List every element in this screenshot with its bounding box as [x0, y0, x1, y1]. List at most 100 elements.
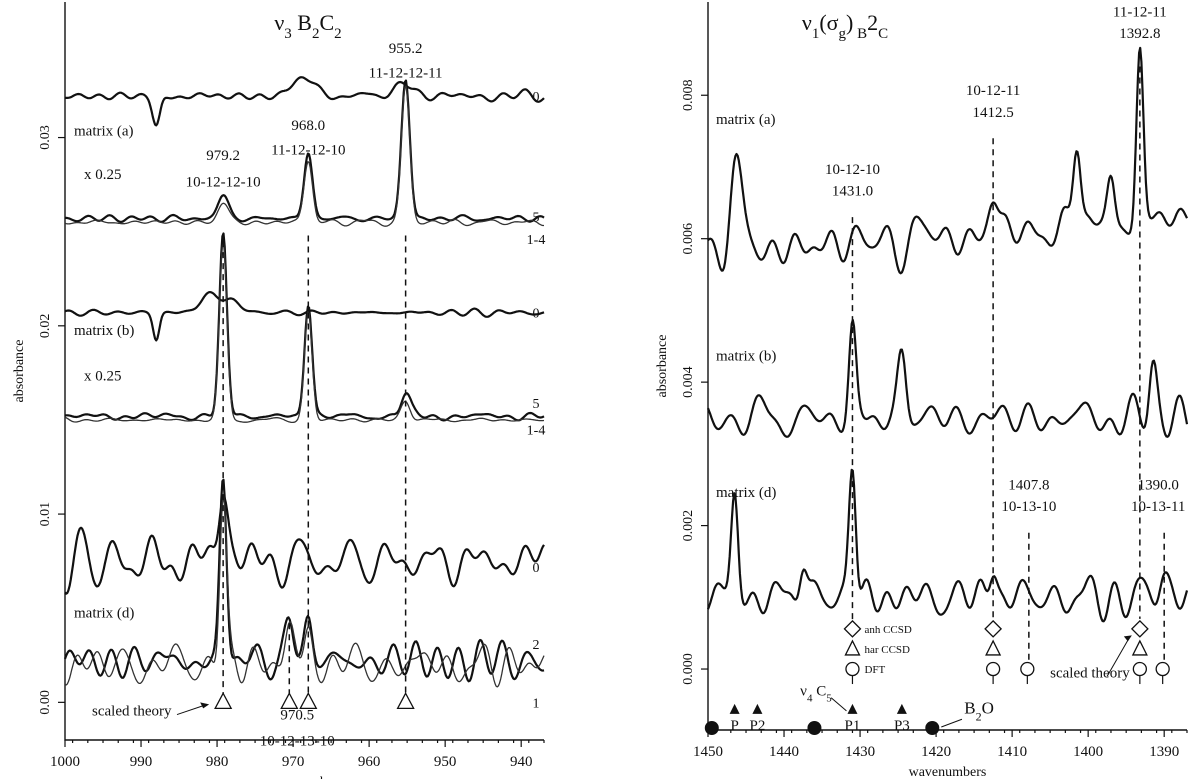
right-theory-legend-label: har CCSD — [864, 644, 910, 656]
right-c5-marker-label: P3 — [894, 718, 910, 734]
left-peak-assignment: 11-12-12-11 — [369, 65, 443, 81]
left-series-label: 1-4 — [527, 233, 546, 248]
left-series-label: 0 — [533, 90, 540, 105]
left-peak-assignment: 10-12-13-10 — [260, 734, 335, 750]
left-peak-wavenumber: 968.0 — [291, 118, 325, 134]
right-theory-diamond — [843, 619, 862, 638]
right-group-label: matrix (d) — [716, 485, 776, 501]
right-theory-legend-label: anh CCSD — [864, 624, 911, 636]
left-series-label: 5 — [533, 211, 540, 226]
right-series-trace — [706, 318, 1189, 438]
right-theory-circle — [985, 661, 1001, 677]
right-c5-marker-label: P1 — [845, 718, 861, 734]
left-theory-triangle — [299, 691, 318, 709]
left-series-trace — [64, 76, 545, 127]
left-series-label: 1-4 — [527, 423, 546, 438]
left-x-axis-label: wavenumbers — [266, 775, 344, 779]
right-y-tick-label: 0.004 — [681, 366, 696, 398]
right-c5-marker — [752, 703, 763, 714]
right-peak-bottom-label: 10-13-11 — [1131, 499, 1185, 515]
left-peak-assignment: 11-12-12-10 — [271, 142, 345, 158]
right-x-tick-label: 1410 — [997, 744, 1027, 760]
left-y-tick-label: 0.02 — [38, 314, 53, 339]
right-y-tick-label: 0.000 — [681, 653, 696, 685]
right-b2o-marker — [925, 721, 940, 735]
left-peak-assignment: 10-12-12-10 — [186, 175, 261, 191]
left-chart-title: ν3 B2C2 — [274, 10, 341, 42]
right-b2o-marker — [704, 721, 719, 735]
right-series-trace — [706, 468, 1189, 623]
right-peak-bottom-label: 1412.5 — [972, 105, 1013, 121]
right-theory-legend-label: DFT — [864, 664, 885, 676]
right-theory-triangle — [844, 639, 861, 656]
left-x-tick-label: 980 — [206, 754, 229, 770]
right-x-tick-label: 1390 — [1149, 744, 1179, 760]
left-series-label: 1 — [533, 696, 540, 711]
left-series-trace — [64, 232, 545, 422]
right-theory-diamond — [1130, 619, 1149, 638]
left-y-tick-label: 0.01 — [38, 502, 53, 527]
right-group-label: matrix (b) — [716, 349, 776, 365]
right-theory-circle — [1020, 661, 1035, 677]
right-theory-circle — [1155, 661, 1170, 677]
left-series-trace — [63, 478, 545, 683]
right-theory-triangle — [1131, 639, 1148, 656]
right-c5-label: ν4 C5 — [800, 684, 832, 705]
left-x-tick-label: 960 — [358, 754, 381, 770]
right-peak-bottom-label: 10-13-10 — [1001, 499, 1056, 515]
right-c5-marker-label: P — [730, 718, 738, 734]
right-axis-frame — [707, 2, 1187, 731]
right-c5-marker — [847, 703, 858, 714]
right-y-tick-label: 0.006 — [681, 223, 696, 255]
left-theory-label: scaled theory — [92, 704, 172, 720]
right-theory-label: scaled theory — [1050, 666, 1130, 682]
right-x-tick-label: 1440 — [769, 744, 799, 760]
right-theory-diamond — [984, 619, 1003, 638]
right-peak-top-label: 11-12-11 — [1113, 4, 1167, 20]
right-series-trace — [707, 46, 1188, 275]
right-theory-arrow — [1106, 636, 1131, 677]
left-series-trace — [64, 79, 545, 223]
right-chart-title: ν1(σg) B2C — [802, 10, 888, 42]
right-theory-circle — [1132, 661, 1148, 677]
left-series-trace — [64, 242, 545, 424]
right-peak-bottom-label: 1431.0 — [832, 184, 873, 200]
right-x-axis-label: wavenumbers — [909, 765, 987, 779]
left-y-tick-label: 0.03 — [38, 125, 53, 150]
right-peak-top-label: 1390.0 — [1138, 478, 1179, 494]
left-group-label: matrix (a) — [74, 124, 134, 140]
left-series-label: 5 — [533, 397, 540, 412]
right-y-tick-label: 0.008 — [681, 79, 696, 111]
right-x-tick-label: 1420 — [921, 744, 951, 760]
right-theory-circle — [845, 661, 860, 677]
left-series-trace — [64, 291, 545, 342]
left-theory-triangle — [280, 691, 299, 709]
left-y-tick-label: 0.00 — [38, 690, 53, 715]
left-series-trace — [64, 496, 545, 595]
right-x-tick-label: 1450 — [693, 744, 723, 760]
left-x-tick-label: 950 — [434, 754, 457, 770]
right-x-tick-label: 1400 — [1073, 744, 1103, 760]
right-b2o-marker — [807, 721, 822, 735]
left-series-label: 0 — [533, 561, 540, 576]
right-y-axis-label: absorbance — [655, 335, 670, 398]
left-theory-triangle — [214, 691, 233, 709]
right-peak-bottom-label: 1392.8 — [1119, 26, 1160, 42]
right-c5-arrow — [830, 697, 847, 712]
left-series-label: 2 — [533, 638, 540, 653]
right-theory-arrowhead — [1123, 635, 1132, 642]
right-b2o-label: B2O — [964, 699, 994, 724]
left-series-trace — [64, 495, 545, 688]
left-group-label: matrix (d) — [74, 606, 134, 622]
left-group-label: matrix (b) — [74, 323, 134, 339]
left-x-tick-label: 970 — [282, 754, 305, 770]
right-theory-triangle — [985, 639, 1002, 656]
left-peak-wavenumber: 955.2 — [389, 41, 423, 57]
right-c5-marker — [896, 703, 907, 714]
left-series-label: 0 — [533, 307, 540, 322]
right-y-tick-label: 0.002 — [681, 510, 696, 542]
right-peak-top-label: 1407.8 — [1008, 478, 1049, 494]
left-y-axis-label: absorbance — [12, 340, 27, 403]
left-x-tick-label: 940 — [510, 754, 533, 770]
